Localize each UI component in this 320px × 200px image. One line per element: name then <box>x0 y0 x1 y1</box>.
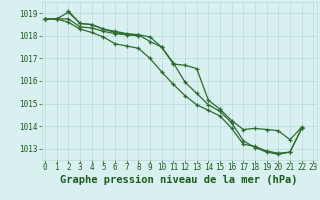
X-axis label: Graphe pression niveau de la mer (hPa): Graphe pression niveau de la mer (hPa) <box>60 175 298 185</box>
